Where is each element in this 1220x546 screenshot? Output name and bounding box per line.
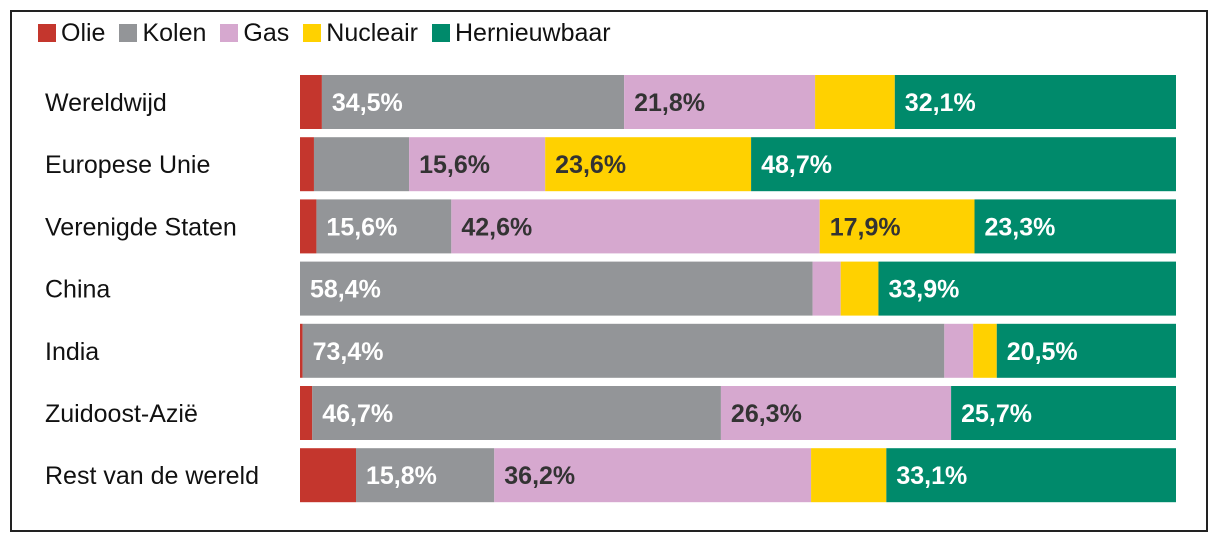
data-label: 25,7% <box>961 400 1032 428</box>
data-label: 33,9% <box>888 276 959 304</box>
bar-row-zuidoost-azie: Zuidoost-Azië 46,7% 26,3% 25,7% <box>45 386 1176 440</box>
bar-segment-hernieuwbaar <box>878 261 1176 316</box>
bar-segment-gas <box>451 199 820 254</box>
data-label: 23,6% <box>555 151 626 179</box>
bar-segment-gas <box>944 323 974 378</box>
bar-segment-gas <box>812 261 841 316</box>
data-label: 58,4% <box>310 276 381 304</box>
data-label: 33,1% <box>896 462 967 490</box>
bar-segment-nucleair <box>819 199 975 254</box>
bar-segment-olie <box>300 323 303 378</box>
legend-swatch-nucleair <box>303 24 322 42</box>
category-label: Rest van de wereld <box>45 462 259 490</box>
category-label: Verenigde Staten <box>45 213 237 241</box>
legend-item-kolen: Kolen <box>119 19 206 48</box>
legend-swatch-hernieuwbaar <box>431 24 450 42</box>
legend-label-gas: Gas <box>243 18 290 47</box>
bar-segment-nucleair <box>840 261 879 316</box>
bar-row-wereldwijd: Wereldwijd 34,5% 21,8% 32,1% <box>45 75 1176 129</box>
bar-segment-hernieuwbaar <box>886 448 1176 503</box>
legend-label-nucleair: Nucleair <box>326 18 418 47</box>
data-label: 26,3% <box>731 400 802 428</box>
bar-segment-kolen <box>316 199 452 254</box>
category-label: India <box>45 338 99 366</box>
data-label: 15,6% <box>326 213 397 241</box>
bar-segment-kolen <box>302 323 945 378</box>
data-label: 15,6% <box>419 151 490 179</box>
bar-segment-nucleair <box>973 323 997 378</box>
bar-segment-olie <box>300 199 317 254</box>
legend-label-hernieuwbaar: Hernieuwbaar <box>454 18 611 47</box>
bar-row-india: India 73,4% 20,5% <box>45 323 1176 378</box>
bar-segment-kolen <box>356 448 495 503</box>
category-label: Zuidoost-Azië <box>45 400 198 428</box>
data-label: 46,7% <box>322 400 393 428</box>
bar-segment-hernieuwbaar <box>751 137 1176 192</box>
data-label: 73,4% <box>313 338 384 366</box>
bar-segment-gas <box>494 448 812 503</box>
bar-row-china: China 58,4% 33,9% <box>45 261 1176 316</box>
data-label: 23,3% <box>985 213 1056 241</box>
data-label: 34,5% <box>332 89 403 117</box>
data-label: 20,5% <box>1007 338 1078 366</box>
bar-segment-gas <box>720 386 952 440</box>
bar-segment-olie <box>300 448 357 503</box>
bar-segment-nucleair <box>545 137 752 192</box>
legend-item-hernieuwbaar: Hernieuwbaar <box>431 18 611 48</box>
bar-segment-hernieuwbaar <box>996 323 1176 378</box>
bar-segment-nucleair <box>811 448 887 503</box>
legend-swatch-kolen <box>119 24 138 42</box>
bar-segment-nucleair <box>815 75 895 129</box>
bar-row-europese-unie: Europese Unie 15,6% 23,6% 48,7% <box>45 137 1176 192</box>
legend-label-olie: Olie <box>61 18 106 47</box>
bar-segment-gas <box>409 137 546 192</box>
bar-segment-olie <box>300 137 314 192</box>
bar-segment-kolen <box>313 137 410 192</box>
legend-swatch-gas <box>220 24 239 42</box>
legend-label-kolen: Kolen <box>142 18 207 47</box>
bar-row-rest-van-de-wereld: Rest van de wereld 15,8% 36,2% 33,1% <box>45 448 1176 503</box>
chart-legend: Olie Kolen Gas Nucleair Hernieuwbaar <box>38 16 625 50</box>
data-label: 17,9% <box>830 213 901 241</box>
bar-segment-olie <box>300 75 322 129</box>
bar-segment-kolen <box>312 386 721 440</box>
legend-item-gas: Gas <box>220 19 289 48</box>
bar-row-verenigde-staten: Verenigde Staten 15,6% 42,6% 17,9% 23,3% <box>45 199 1176 254</box>
data-label: 21,8% <box>634 89 705 117</box>
category-label: China <box>45 276 110 304</box>
category-label: Wereldwijd <box>45 89 167 117</box>
data-label: 48,7% <box>761 151 832 179</box>
bar-segment-olie <box>300 386 313 440</box>
bar-segment-kolen <box>321 75 625 129</box>
bar-segment-hernieuwbaar <box>894 75 1176 129</box>
legend-item-nucleair: Nucleair <box>303 19 418 48</box>
legend-item-olie: Olie <box>38 19 105 48</box>
category-label: Europese Unie <box>45 151 210 179</box>
legend-swatch-olie <box>38 24 56 42</box>
bar-segment-kolen <box>300 261 813 316</box>
bar-segment-hernieuwbaar <box>974 199 1176 254</box>
data-label: 36,2% <box>504 462 575 490</box>
bar-segment-hernieuwbaar <box>951 386 1176 440</box>
data-label: 42,6% <box>461 213 532 241</box>
data-label: 32,1% <box>905 89 976 117</box>
data-label: 15,8% <box>366 462 437 490</box>
bar-segment-gas <box>624 75 816 129</box>
